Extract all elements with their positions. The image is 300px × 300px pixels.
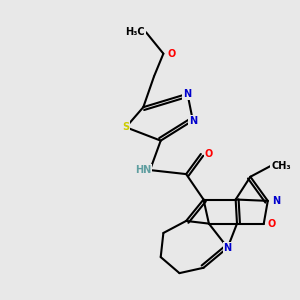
Text: CH₃: CH₃: [271, 161, 291, 171]
Text: O: O: [205, 149, 213, 159]
Text: O: O: [167, 49, 175, 58]
Text: N: N: [224, 243, 232, 253]
Text: N: N: [189, 116, 197, 126]
Text: S: S: [122, 122, 130, 132]
Text: N: N: [272, 196, 280, 206]
Text: O: O: [268, 219, 276, 229]
Text: HN: HN: [135, 165, 152, 175]
Text: H₃C: H₃C: [125, 27, 145, 37]
Text: N: N: [183, 89, 191, 99]
